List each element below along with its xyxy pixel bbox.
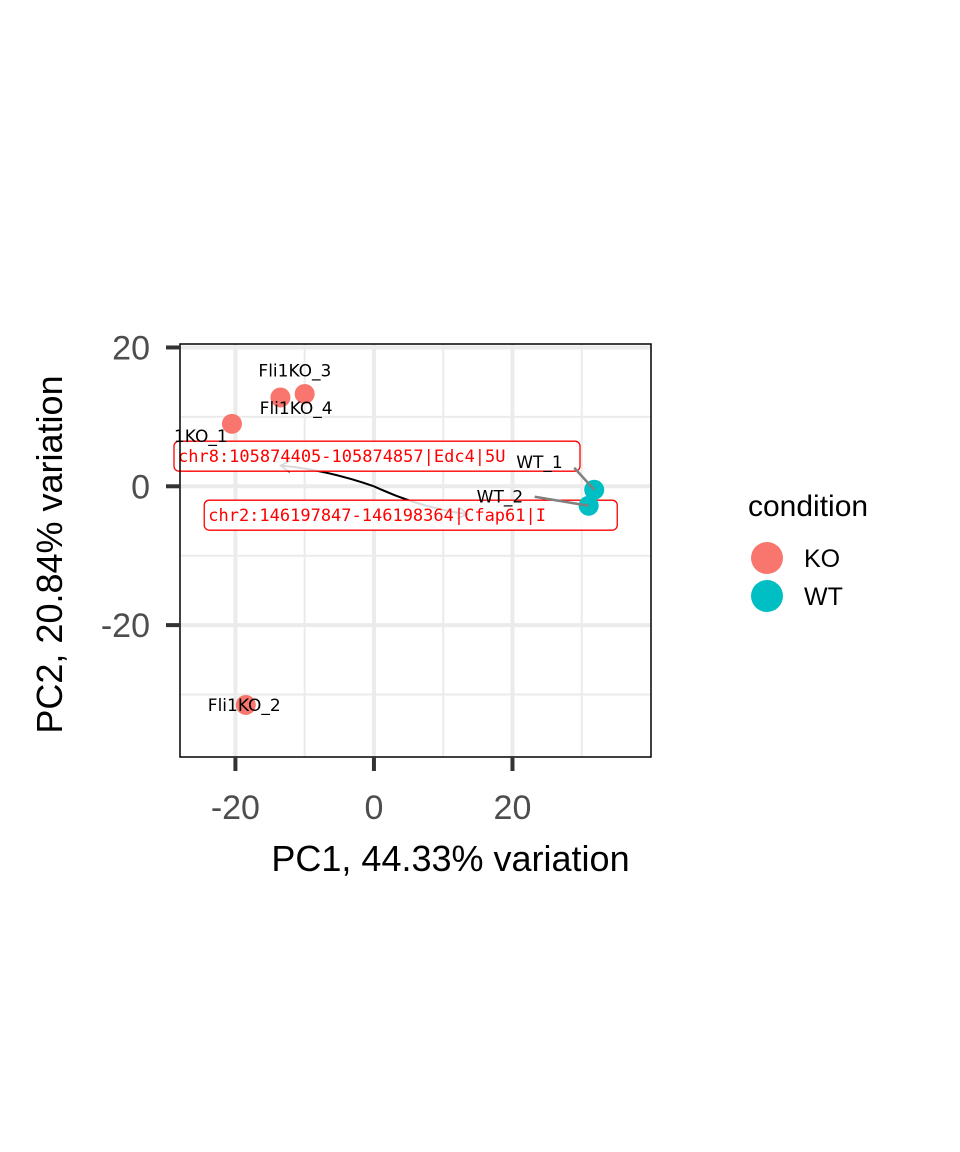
legend-title: condition (748, 490, 868, 523)
axis-ticks: -20 0 20 -20 0 20 (101, 329, 532, 827)
loading-label-box (173, 440, 581, 472)
legend-key (751, 580, 783, 612)
legend-label: WT (804, 583, 843, 611)
x-tick-label: -20 (211, 789, 260, 827)
data-point (294, 383, 315, 404)
point-label: Fli1KO_2 (208, 696, 281, 716)
point-label: WT_1 (516, 453, 563, 473)
x-axis-title: PC1, 44.33% variation (271, 838, 629, 879)
point-label: WT_2 (477, 488, 524, 508)
x-tick-label: 0 (364, 789, 383, 827)
loading-vectors: chr8:105874405-105874857|Edc4|5U chr2:146… (173, 440, 618, 531)
point-labels: 1KO_1 Fli1KO_2 Fli1KO_3 Fli1KO_4 WT_1 WT_2 (174, 361, 596, 716)
y-tick-label: 20 (112, 329, 150, 367)
data-point (270, 387, 291, 408)
y-tick-label: -20 (101, 607, 150, 645)
data-point (221, 413, 242, 434)
point-label: 1KO_1 (174, 427, 228, 447)
x-tick-label: 20 (494, 789, 532, 827)
plot-panel-border (179, 343, 652, 758)
label-connector (534, 495, 589, 507)
legend-key (751, 542, 783, 574)
y-tick-label: 0 (131, 468, 150, 506)
legend: condition KO WT (748, 490, 868, 612)
loading-label: chr2:146197847-146198364|Cfap61|I (208, 506, 546, 526)
legend-label: KO (804, 545, 840, 573)
gridlines (180, 344, 651, 757)
point-label: Fli1KO_4 (260, 399, 333, 419)
loading-label: chr8:105874405-105874857|Edc4|5U (178, 447, 506, 467)
loading-label-box (203, 499, 618, 531)
data-points (221, 383, 605, 715)
y-axis-title: PC2, 20.84% variation (29, 375, 70, 733)
point-label: Fli1KO_3 (258, 361, 331, 381)
label-connector (573, 466, 596, 491)
data-point (235, 694, 256, 715)
